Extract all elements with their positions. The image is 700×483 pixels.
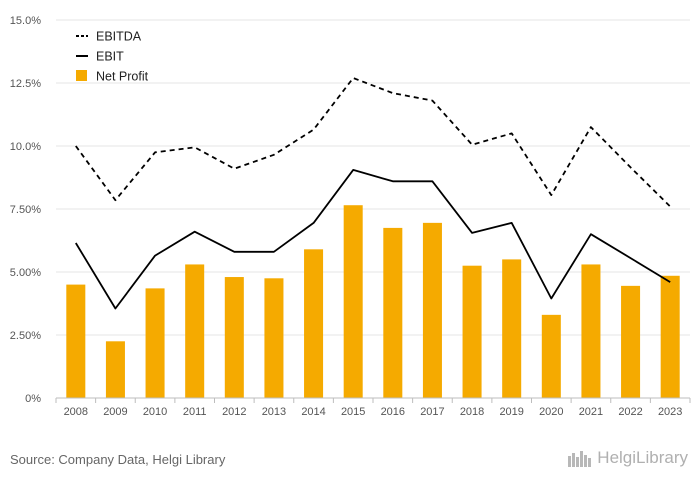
- bar-net-profit: [264, 278, 284, 398]
- y-tick-label: 12.5%: [10, 78, 41, 90]
- y-tick-label: 7.50%: [10, 204, 41, 216]
- legend-label: EBIT: [96, 50, 124, 64]
- x-tick-label: 2010: [143, 406, 167, 418]
- y-tick-label: 10.0%: [10, 141, 41, 153]
- x-tick-label: 2017: [420, 406, 444, 418]
- x-tick-label: 2009: [103, 406, 127, 418]
- x-axis: 2008 2009 2010 2011 2012 2013 2014 2015 2016 2017…: [55, 397, 691, 418]
- x-tick-label: 2018: [460, 406, 484, 418]
- library-logo-icon: [568, 451, 592, 467]
- x-tick-label: 2015: [341, 406, 365, 418]
- y-tick-label: 15.0%: [10, 15, 41, 27]
- legend-swatch-net-profit: [76, 70, 87, 81]
- bar-net-profit: [541, 314, 561, 398]
- bar-net-profit: [660, 275, 680, 398]
- bar-net-profit: [343, 205, 363, 398]
- bars-net-profit: [66, 205, 680, 398]
- x-tick-label: 2022: [618, 406, 642, 418]
- bar-net-profit: [502, 259, 522, 398]
- y-axis-ticks: 0% 2.50% 5.00% 7.50% 10.0% 12.5% 15.0%: [10, 15, 41, 405]
- helgi-library-brand: HelgiLibrary: [567, 448, 688, 468]
- x-tick-label: 2012: [222, 406, 246, 418]
- bar-net-profit: [621, 285, 641, 398]
- x-tick-label: 2013: [262, 406, 286, 418]
- bar-net-profit: [383, 227, 403, 398]
- bar-net-profit: [224, 277, 244, 398]
- x-tick-label: 2019: [499, 406, 523, 418]
- bar-net-profit: [145, 288, 165, 398]
- bar-net-profit: [66, 284, 86, 398]
- bar-net-profit: [462, 265, 482, 398]
- y-tick-label: 2.50%: [10, 330, 41, 342]
- source-note: Source: Company Data, Helgi Library: [10, 452, 226, 467]
- bar-net-profit: [185, 264, 205, 398]
- x-tick-label: 2011: [183, 406, 207, 418]
- line-ebitda: [75, 77, 671, 208]
- x-tick-label: 2016: [381, 406, 405, 418]
- line-ebit: [75, 168, 671, 310]
- x-tick-label: 2014: [301, 406, 325, 418]
- bar-net-profit: [105, 341, 125, 398]
- series-lines: [75, 77, 671, 310]
- legend-label: EBITDA: [96, 30, 142, 44]
- x-tick-label: 2021: [579, 406, 603, 418]
- bar-net-profit: [422, 222, 442, 398]
- legend: EBITDA EBIT Net Profit: [76, 30, 149, 84]
- x-tick-label: 2023: [658, 406, 682, 418]
- chart: 0%2.50%5.00%7.50%10.0%12.5%15.0% 2008 200…: [10, 15, 691, 418]
- brand-name: HelgiLibrary: [597, 448, 688, 467]
- x-tick-label: 2008: [64, 406, 88, 418]
- bar-net-profit: [581, 264, 601, 398]
- footer: Source: Company Data, Helgi Library Helg…: [0, 440, 700, 483]
- legend-label: Net Profit: [96, 70, 149, 84]
- y-tick-label: 0%: [25, 393, 41, 405]
- y-tick-label: 5.00%: [10, 267, 41, 279]
- x-tick-label: 2020: [539, 406, 563, 418]
- bar-net-profit: [304, 249, 324, 398]
